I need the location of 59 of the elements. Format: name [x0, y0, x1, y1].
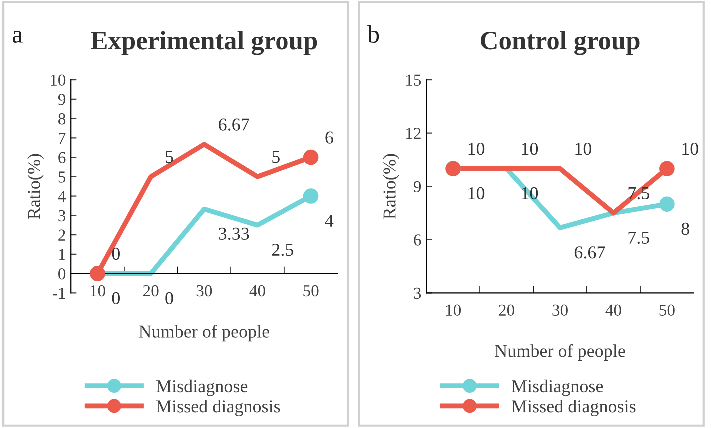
data-label: 0: [112, 292, 120, 305]
text: b: [368, 25, 380, 44]
data-label: 5: [166, 151, 174, 164]
y-tick-label: 9: [58, 94, 66, 106]
y-axis-title: Ratio(%): [28, 154, 44, 220]
y-tick-label: 12: [406, 128, 421, 140]
x-tick-label: 20: [143, 285, 159, 297]
data-label: 7.5: [628, 232, 650, 244]
data-label: 0: [166, 292, 174, 305]
x-tick-label: 10: [90, 285, 106, 297]
text: a: [12, 31, 23, 44]
y-tick-label: 9: [414, 181, 422, 193]
y-tick-label: 4: [58, 191, 66, 202]
data-label: 0: [112, 248, 120, 260]
y-tick-label: 8: [58, 113, 66, 125]
y-tick-label: 15: [406, 74, 422, 86]
data-label: 8: [682, 222, 690, 236]
y-tick-label: 2: [58, 230, 66, 241]
data-label: 10: [522, 142, 538, 156]
x-tick-label: 30: [552, 304, 568, 316]
data-label: 10: [576, 142, 592, 156]
x-tick-label: 10: [446, 304, 462, 316]
chart-title: Control group: [481, 31, 640, 56]
data-label: 10: [468, 187, 485, 200]
y-tick-label: -1: [52, 288, 66, 299]
x-axis-title: Number of people: [139, 325, 270, 342]
y-tick-label: 3: [414, 288, 422, 300]
y-tick-label: 10: [51, 74, 66, 86]
x-tick-label: 40: [606, 304, 622, 316]
y-tick-label: 0: [58, 268, 66, 280]
y-tick-label: 7: [59, 133, 66, 144]
data-label: 6.67: [574, 246, 606, 259]
x-tick-label: 40: [250, 285, 266, 297]
x-tick-label: 30: [196, 285, 212, 297]
legend-label: Missed diagnosis: [156, 400, 280, 416]
y-tick-label: 3: [58, 210, 66, 222]
chart-title: Experimental group: [91, 31, 318, 56]
data-label: 10: [682, 142, 698, 156]
data-label: 6: [326, 132, 334, 144]
data-label: 6.67: [219, 118, 250, 131]
data-label: 5: [272, 151, 280, 164]
x-tick-label: 20: [499, 304, 514, 316]
data-label: 4: [325, 214, 334, 227]
y-tick-label: 1: [59, 249, 66, 260]
data-label: 10: [468, 142, 485, 156]
point: [303, 150, 319, 166]
legend-label: Missed diagnosis: [512, 400, 636, 416]
y-tick-label: 6: [58, 152, 66, 164]
y-tick-label: 6: [414, 234, 422, 246]
y-tick-label: 5: [58, 172, 66, 183]
x-tick-label: 50: [660, 304, 675, 316]
data-label: 2.5: [272, 244, 294, 256]
x-tick-label: 50: [304, 285, 319, 297]
data-label: 3.33: [219, 228, 250, 240]
legend-label: Misdiagnose: [512, 380, 604, 396]
point: [303, 188, 319, 204]
x-axis-title: Number of people: [495, 344, 626, 361]
legend-label: Misdiagnose: [156, 380, 248, 396]
y-axis-title: Ratio(%): [383, 154, 400, 220]
